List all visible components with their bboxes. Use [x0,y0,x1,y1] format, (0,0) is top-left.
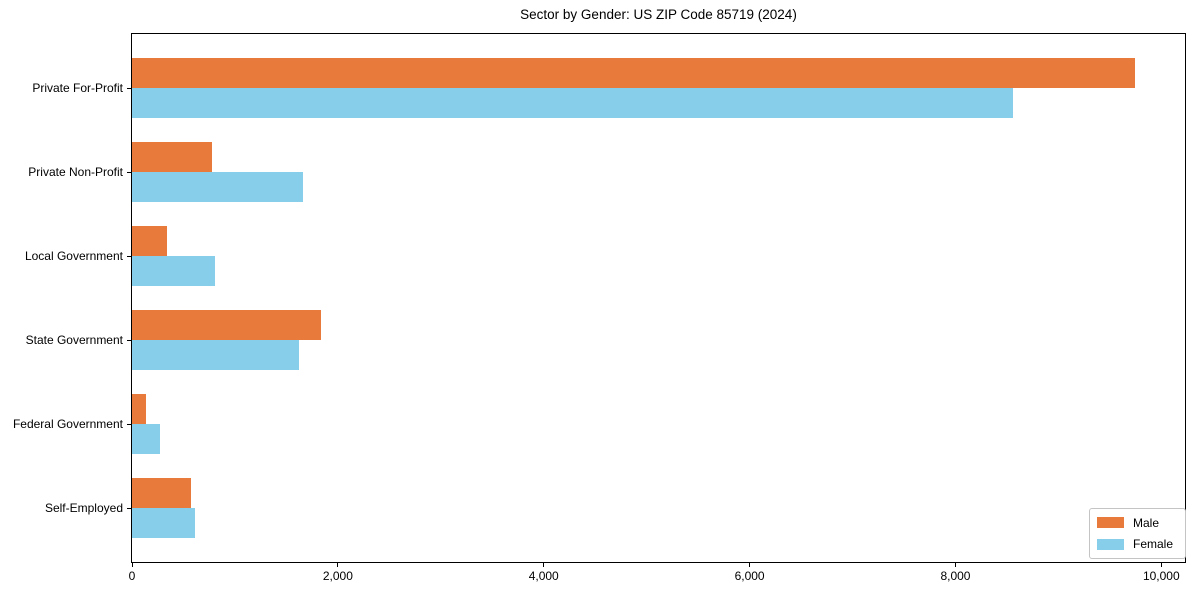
y-tick-mark-4 [127,424,131,426]
chart-title: Sector by Gender: US ZIP Code 85719 (202… [520,7,797,22]
bar-male-5 [132,478,191,509]
legend-swatch-female [1097,538,1124,550]
legend: Male Female [1089,508,1186,559]
legend-item-male: Male [1097,516,1185,530]
x-tick-label-4: 8,000 [940,569,971,583]
bar-male-4 [132,394,147,425]
x-tick-mark-0 [131,563,133,567]
y-tick-label-4: Federal Government [12,417,123,432]
plot-area: Male Female [131,33,1186,563]
y-tick-mark-0 [127,88,131,89]
x-tick-mark-4 [954,563,956,567]
bar-female-1 [132,172,303,203]
y-tick-mark-1 [127,172,131,174]
bar-male-1 [132,142,212,173]
x-tick-mark-5 [1160,563,1162,567]
x-tick-label-0: 0 [128,569,136,583]
y-tick-label-3: State Government [25,333,123,348]
x-tick-mark-2 [543,563,545,567]
bar-female-0 [132,88,1014,118]
x-tick-label-1: 2,000 [322,569,353,583]
bar-female-5 [132,508,195,539]
x-tick-label-2: 4,000 [528,569,559,583]
y-tick-label-0: Private For-Profit [32,81,123,95]
x-tick-mark-1 [337,563,339,567]
bar-male-0 [132,58,1135,88]
bar-female-3 [132,340,300,371]
bar-female-4 [132,424,160,455]
y-tick-label-5: Self-Employed [44,501,123,516]
y-tick-label-2: Local Government [24,249,123,264]
y-tick-mark-5 [127,508,131,510]
x-tick-mark-3 [749,563,751,567]
legend-label-female: Female [1133,537,1174,552]
x-tick-label-5: 10,000 [1142,569,1180,583]
y-tick-mark-2 [127,256,131,258]
legend-swatch-male [1097,517,1124,529]
bar-male-3 [132,310,322,341]
legend-item-female: Female [1097,537,1185,551]
y-tick-mark-3 [127,340,131,342]
y-tick-label-1: Private Non-Profit [28,165,123,180]
x-tick-label-3: 6,000 [734,569,765,583]
bar-male-2 [132,226,167,257]
legend-label-male: Male [1133,515,1160,530]
bar-female-2 [132,256,216,287]
